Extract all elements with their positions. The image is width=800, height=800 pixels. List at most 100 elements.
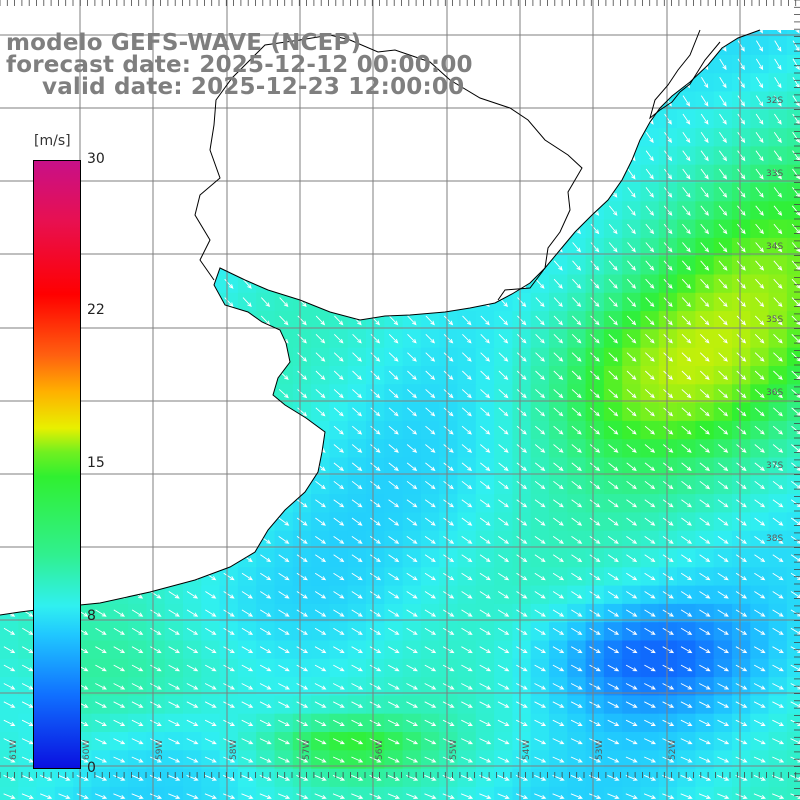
- wind-arrow: [388, 333, 399, 344]
- wind-arrow: [572, 58, 581, 71]
- wind-arrow: [480, 242, 490, 253]
- wind-arrow: [370, 517, 381, 526]
- wind-arrow: [552, 572, 565, 581]
- wind-cell: [640, 36, 660, 56]
- wind-arrow: [369, 536, 381, 544]
- wind-arrow: [351, 536, 363, 544]
- wind-arrow: [572, 242, 581, 253]
- wind-cell: [256, 201, 276, 221]
- wind-cell: [530, 30, 550, 38]
- wind-arrow: [461, 756, 474, 763]
- wind-arrow: [664, 150, 673, 162]
- wind-arrow: [517, 205, 526, 216]
- wind-arrow: [773, 242, 783, 253]
- wind-cell: [219, 512, 239, 532]
- wind-arrow: [5, 113, 14, 125]
- wind-cell: [201, 475, 221, 495]
- wind-arrow: [571, 352, 582, 362]
- wind-cell: [92, 0, 111, 19]
- wind-cell: [658, 54, 678, 74]
- wind-arrow: [498, 425, 509, 435]
- wind-arrow: [461, 480, 473, 490]
- wind-arrow: [388, 480, 400, 490]
- wind-arrow: [480, 370, 491, 381]
- wind-arrow: [5, 132, 14, 144]
- wind-arrow: [351, 701, 364, 708]
- wind-arrow: [609, 30, 617, 34]
- wind-arrow: [607, 499, 619, 508]
- wind-arrow: [5, 168, 14, 180]
- wind-arrow: [115, 150, 124, 162]
- wind-arrow: [387, 719, 400, 726]
- wind-arrow: [3, 738, 16, 745]
- wind-cell: [0, 109, 19, 129]
- wind-arrow: [554, 187, 563, 198]
- wind-arrow: [754, 627, 766, 635]
- wind-arrow: [407, 187, 417, 198]
- wind-arrow: [589, 499, 601, 508]
- wind-cell: [201, 494, 221, 513]
- wind-arrow: [589, 425, 601, 435]
- wind-cell: [274, 128, 294, 147]
- wind-cell: [475, 54, 495, 74]
- wind-arrow: [553, 462, 564, 472]
- wind-arrow: [755, 150, 764, 162]
- wind-arrow: [150, 719, 162, 726]
- wind-arrow: [23, 242, 32, 253]
- wind-cell: [567, 54, 587, 74]
- wind-arrow: [186, 738, 199, 745]
- wind-arrow: [4, 499, 15, 508]
- wind-arrow: [517, 132, 526, 144]
- wind-arrow: [351, 738, 364, 745]
- wind-arrow: [425, 480, 436, 490]
- wind-arrow: [663, 407, 674, 417]
- wind-arrow: [58, 793, 71, 800]
- wind-arrow: [426, 168, 435, 180]
- wind-arrow: [626, 554, 638, 563]
- wind-arrow: [570, 701, 583, 708]
- wind-arrow: [718, 187, 728, 198]
- wind-arrow: [243, 113, 251, 125]
- wind-cell: [622, 54, 642, 74]
- wind-arrow: [497, 738, 510, 745]
- wind-arrow: [644, 701, 656, 708]
- wind-cell: [311, 128, 330, 147]
- wind-cell: [311, 201, 330, 221]
- wind-arrow: [756, 30, 763, 34]
- wind-cell: [585, 54, 605, 74]
- wind-arrow: [114, 278, 124, 289]
- wind-arrow: [479, 591, 491, 599]
- wind-cell: [732, 786, 751, 800]
- wind-arrow: [443, 480, 454, 490]
- wind-arrow: [607, 609, 620, 617]
- wind-arrow: [682, 113, 691, 125]
- wind-cell: [494, 30, 513, 38]
- wind-cell: [603, 146, 623, 166]
- wind-arrow: [95, 407, 106, 417]
- wind-cell: [293, 0, 312, 19]
- wind-arrow: [681, 554, 693, 563]
- wind-arrow: [791, 370, 800, 381]
- wind-arrow: [589, 462, 601, 472]
- wind-arrow: [113, 627, 125, 635]
- wind-arrow: [22, 370, 33, 381]
- wind-arrow: [663, 297, 673, 308]
- wind-cell: [36, 109, 56, 129]
- wind-arrow: [242, 425, 253, 435]
- wind-arrow: [96, 187, 105, 198]
- wind-arrow: [664, 40, 672, 52]
- coastline: [0, 29, 761, 616]
- wind-arrow: [735, 591, 748, 599]
- wind-arrow: [95, 701, 107, 708]
- wind-cell: [164, 183, 184, 202]
- wind-cell: [128, 201, 147, 221]
- wind-arrow: [205, 370, 216, 381]
- wind-arrow: [315, 352, 326, 362]
- wind-arrow: [352, 242, 362, 253]
- wind-cell: [128, 366, 147, 385]
- wind-cell: [128, 329, 147, 349]
- wind-cell: [109, 274, 129, 294]
- wind-arrow: [387, 683, 400, 690]
- wind-arrow: [662, 646, 675, 654]
- wind-cell: [475, 36, 495, 56]
